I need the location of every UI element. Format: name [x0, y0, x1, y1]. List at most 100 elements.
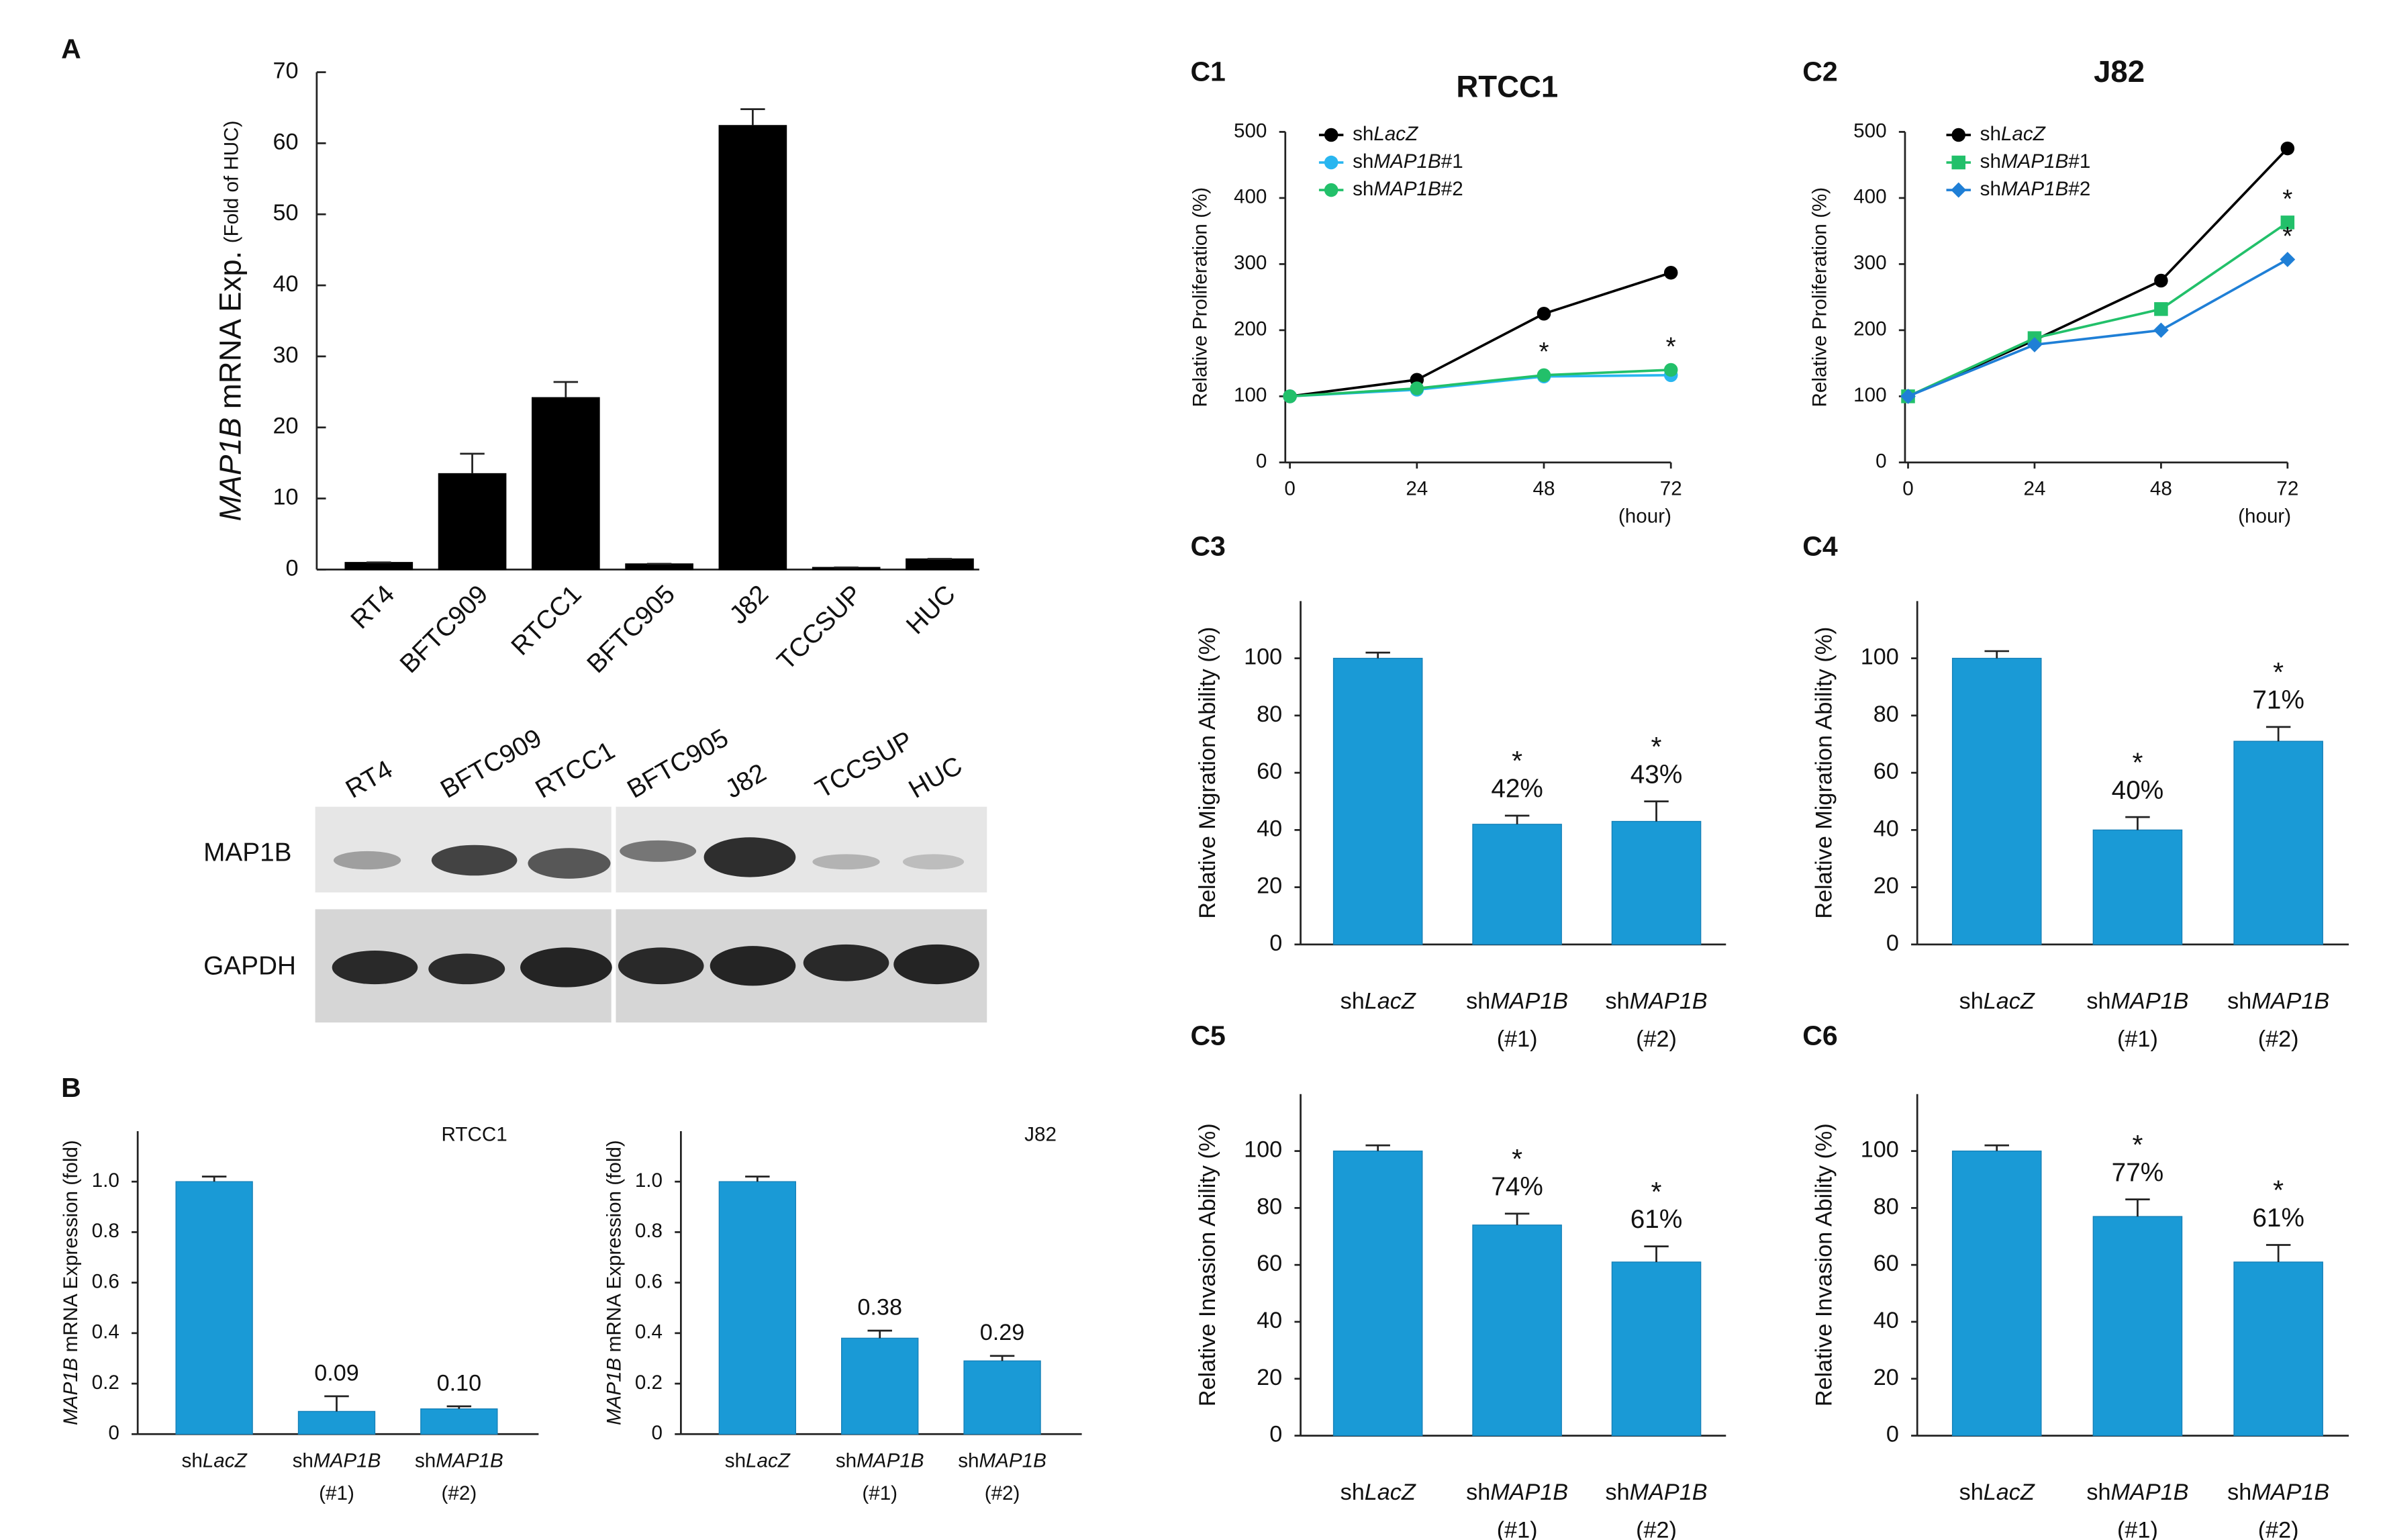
- y-tick-label: 100: [1861, 1137, 1899, 1163]
- x-tick-label: 0: [1902, 478, 1913, 500]
- y-axis-label: Relative Invasion Ability (%): [1195, 1123, 1220, 1406]
- y-axis-label-main: Relative Migration Ability (%): [1811, 627, 1837, 919]
- y-tick-label: 40: [1873, 816, 1899, 841]
- y-tick-label: 300: [1853, 252, 1886, 274]
- band: [893, 944, 979, 985]
- y-axis-label: Relative Invasion Ability (%): [1811, 1123, 1837, 1406]
- text-line: shMAP1B: [836, 1449, 924, 1472]
- y-tick-label: 20: [1257, 1365, 1282, 1390]
- text-line: shLacZ: [1959, 989, 2035, 1014]
- text-run: MAP1B: [1630, 1480, 1708, 1505]
- significance-star: *: [1651, 731, 1662, 762]
- text-run: (#1): [1497, 1518, 1538, 1540]
- x-tick-label: shMAP1B (#1): [2086, 989, 2188, 1052]
- y-tick-label: 100: [1853, 384, 1886, 406]
- error-bar: [2125, 1198, 2150, 1217]
- error-bar: [324, 1395, 349, 1412]
- text-run: MAP1B: [60, 1358, 82, 1425]
- value-label: 0.09: [314, 1360, 359, 1386]
- series-line: [1289, 271, 1671, 398]
- marker: [1324, 155, 1338, 170]
- text-run: mRNA Exp.: [213, 251, 248, 418]
- y-axis-label: MAP1B mRNA Exp. (Fold of HUC): [213, 121, 248, 522]
- marker: [1900, 388, 1916, 404]
- band: [902, 854, 965, 870]
- x-tick-label: shMAP1B (#1): [293, 1449, 381, 1504]
- y-axis-label-main: MAP1B mRNA Exp.: [213, 251, 248, 522]
- panel-label: C4: [1802, 530, 1838, 561]
- text-run: MAP1B: [213, 418, 248, 522]
- text-run: MAP1B: [2251, 1480, 2329, 1505]
- text-line: shLacZ: [1341, 989, 1416, 1014]
- text-run: LacZ: [2001, 123, 2046, 145]
- text-run: sh: [1980, 178, 2001, 200]
- y-tick-label: 30: [273, 342, 298, 368]
- text-run: sh: [1353, 150, 1373, 173]
- text-run: mRNA Expression (fold): [603, 1140, 625, 1357]
- y-axis-label-main: Relative Invasion Ability (%): [1195, 1123, 1220, 1406]
- band: [710, 946, 796, 986]
- y-tick-label: 0.4: [635, 1321, 663, 1343]
- y-axis-label: Relative Proliferation (%): [1808, 187, 1831, 407]
- y-tick-label: 0: [1269, 930, 1282, 956]
- text-run: MAP1B: [2111, 1480, 2189, 1505]
- text-line: shLacZ: [182, 1449, 248, 1472]
- y-tick-label: 0: [1256, 450, 1267, 473]
- bar: [2092, 1216, 2183, 1437]
- x-tick-label: shMAP1B (#2): [1606, 1480, 1708, 1540]
- bar: [841, 1337, 919, 1435]
- y-tick-label: 0.4: [92, 1321, 119, 1343]
- text-line: shLacZ: [725, 1449, 791, 1472]
- text-run: sh: [1466, 1480, 1490, 1505]
- x-tick-label: shMAP1B (#2): [2227, 989, 2329, 1052]
- bar: [175, 1181, 253, 1435]
- marker: [1951, 128, 1966, 142]
- y-axis-label: MAP1B mRNA Expression (fold): [603, 1140, 625, 1425]
- text-line: shMAP1B: [415, 1449, 503, 1472]
- value-label: 0.10: [437, 1370, 482, 1396]
- text-line: (#2): [985, 1482, 1020, 1504]
- error-bar: [553, 381, 579, 398]
- value-label: 0.38: [857, 1295, 902, 1320]
- text-run: (#2): [985, 1482, 1020, 1504]
- y-tick-label: 0: [285, 555, 298, 581]
- series-line: [1289, 369, 1671, 398]
- y-tick-label: 400: [1234, 186, 1267, 208]
- band: [812, 854, 880, 870]
- series-line: [1907, 221, 2288, 398]
- text-run: sh: [1606, 989, 1630, 1014]
- text-run: LacZ: [1365, 1480, 1416, 1505]
- text-line: (#1): [319, 1482, 354, 1504]
- bar: [1951, 1150, 2042, 1437]
- bar: [1332, 1150, 1423, 1437]
- x-tick-label: shMAP1B (#1): [1466, 989, 1568, 1052]
- y-tick-label: 0: [1886, 1422, 1899, 1447]
- x-tick-label: shLacZ: [182, 1449, 248, 1472]
- x-tick-label: RTCC1: [505, 579, 587, 661]
- y-tick-label: 200: [1853, 318, 1886, 340]
- y-tick-label: 80: [1873, 1194, 1899, 1219]
- text-run: LacZ: [1373, 123, 1418, 145]
- text-run: sh: [725, 1449, 746, 1472]
- bar: [532, 397, 600, 571]
- marker: [1663, 265, 1678, 280]
- y-tick-label: 1.0: [92, 1169, 119, 1192]
- bar: [963, 1360, 1041, 1435]
- text-run: MAP1B: [2251, 989, 2329, 1014]
- x-tick-label: J82: [724, 579, 775, 630]
- x-tick-label: shMAP1B (#2): [958, 1449, 1046, 1504]
- bar: [2092, 829, 2183, 945]
- error-bar: [1644, 800, 1669, 822]
- text-run: MAP1B: [1373, 150, 1441, 173]
- y-tick-label: 100: [1234, 384, 1267, 406]
- text-run: sh: [1980, 123, 2001, 145]
- bar: [344, 562, 413, 571]
- y-tick-label: 50: [273, 200, 298, 226]
- y-tick-label: 200: [1234, 318, 1267, 340]
- bar: [1332, 657, 1423, 945]
- y-tick-label: 20: [1873, 873, 1899, 899]
- y-axis-label: Relative Proliferation (%): [1189, 187, 1211, 407]
- x-tick-label: RT4: [345, 579, 400, 634]
- text-run: MAP1B: [2001, 178, 2068, 200]
- y-tick-label: 60: [1257, 1251, 1282, 1276]
